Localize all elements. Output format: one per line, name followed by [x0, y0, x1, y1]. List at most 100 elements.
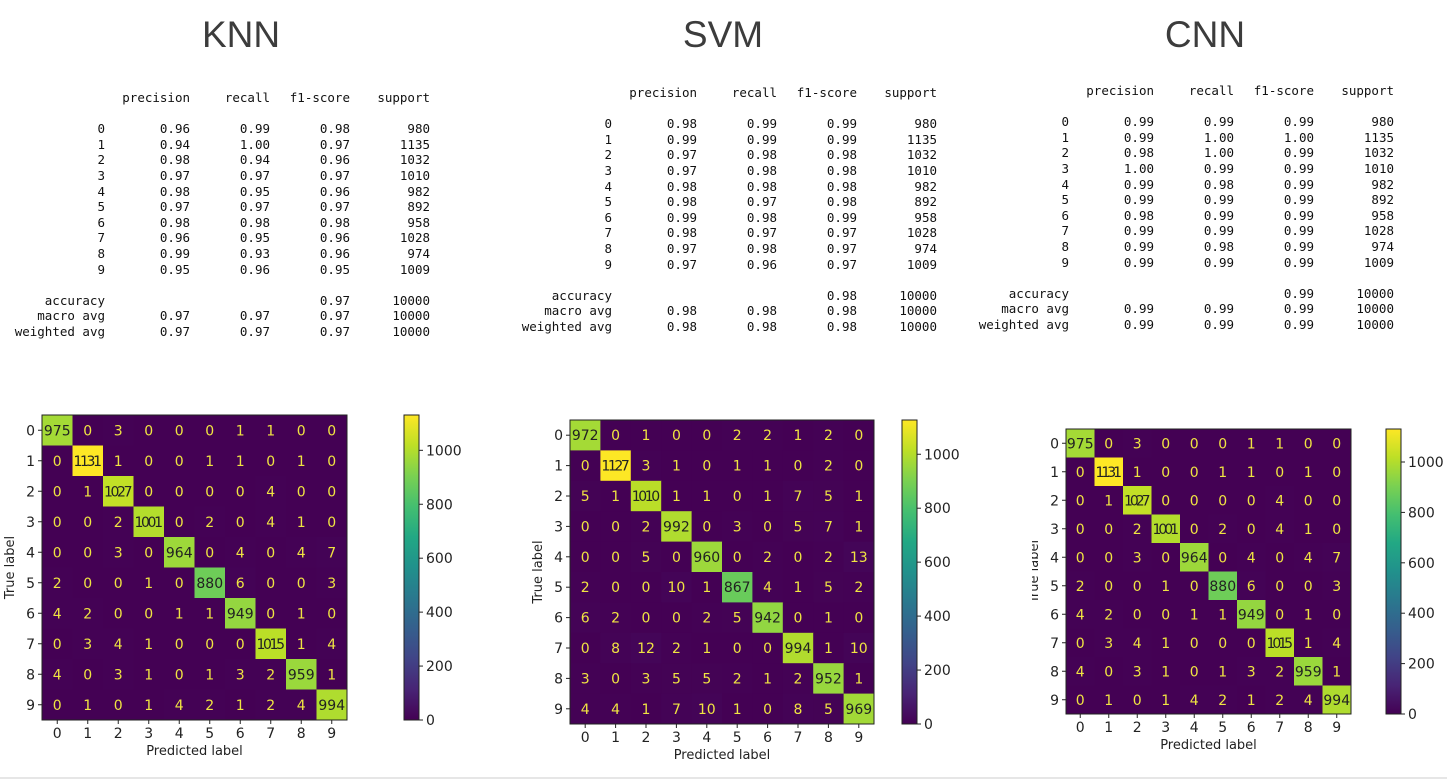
- report-column-header: recall: [224, 90, 270, 105]
- cell-value: 7: [327, 545, 336, 561]
- cell-value: 0: [83, 667, 92, 683]
- matrix-cell: [1294, 685, 1323, 715]
- report-value: 980: [914, 116, 937, 132]
- matrix-cell: [133, 476, 165, 507]
- matrix-cell: [255, 537, 287, 568]
- cell-value: 5: [672, 671, 681, 687]
- report-value: 0.93: [239, 245, 270, 261]
- x-tick-label: 4: [702, 730, 711, 746]
- cell-value: 4: [327, 637, 336, 653]
- matrix-cell: [782, 450, 814, 482]
- report-macro-row: macro avg 0.97 0.97 0.97 10000: [0, 308, 430, 324]
- cell-value: 0: [266, 545, 275, 561]
- cell-value: 2: [854, 580, 863, 596]
- report-row-label: accuracy: [1008, 285, 1069, 301]
- confusion-matrix: 972 0 1 0 0 2 2 1 2 00 1127 3 1 0 1 1 0 2 05 1 1010 1 1 0 1 7 5 10 0…: [531, 419, 960, 763]
- report-class-label: 7: [1061, 223, 1069, 239]
- matrix-cell: [813, 450, 845, 482]
- report-row: 7 0.96 0.95 0.96 1028: [0, 230, 430, 246]
- report-value: 0.98: [666, 225, 697, 241]
- cell-value: 0: [83, 423, 92, 439]
- matrix-cell: [1208, 486, 1238, 515]
- cell-value: 3: [1332, 579, 1341, 595]
- cell-value: 992: [663, 519, 690, 535]
- y-tick-label: 5: [1050, 579, 1059, 595]
- cell-value: 3: [1104, 636, 1113, 652]
- report-value: 0.99: [746, 131, 777, 147]
- matrix-cell: [1208, 628, 1238, 658]
- cell-value: 2: [702, 611, 711, 627]
- cell-value: 0: [175, 667, 184, 683]
- report-value: 0.98: [826, 194, 857, 210]
- report-value: 958: [1371, 207, 1394, 223]
- matrix-cell: [813, 480, 845, 512]
- cell-value: 1: [297, 454, 306, 470]
- matrix-cell: [1180, 514, 1209, 544]
- report-value: 1009: [1363, 254, 1394, 270]
- y-tick-label: 5: [26, 576, 35, 592]
- cell-value: 0: [1218, 436, 1227, 452]
- report-value: 10000: [899, 287, 937, 303]
- cell-value: 0: [83, 515, 92, 531]
- matrix-cell: [630, 541, 662, 573]
- report-class-label: 1: [97, 136, 105, 152]
- report-value: 0.99: [1283, 207, 1314, 223]
- matrix-cell: [164, 445, 195, 477]
- cell-value: 969: [845, 702, 872, 718]
- report-value: 0.99: [1283, 238, 1314, 254]
- report-row: 2 0.98 1.00 0.99 1032: [964, 145, 1394, 161]
- cell-value: 0: [1133, 693, 1142, 709]
- matrix-cell: [1180, 628, 1209, 658]
- cell-value: 1: [763, 489, 772, 505]
- x-tick-label: 7: [266, 726, 275, 742]
- report-value: 0.99: [1123, 223, 1154, 239]
- matrix-cell: [1066, 628, 1095, 658]
- cell-value: 1: [144, 698, 153, 714]
- cell-value: 1: [1133, 465, 1142, 481]
- cell-value: 0: [611, 550, 620, 566]
- report-value: 0.98: [159, 183, 190, 199]
- report-value: 0.99: [1203, 192, 1234, 208]
- matrix-cell: [691, 450, 723, 482]
- report-value: 0.97: [319, 136, 350, 152]
- cell-value: 0: [53, 545, 62, 561]
- cell-value: 1: [144, 576, 153, 592]
- colorbar-tick-label: 1000: [1408, 455, 1444, 471]
- report-value: 0.99: [1203, 223, 1234, 239]
- cell-value: 1: [1218, 664, 1227, 680]
- report-value: 0.99: [1123, 316, 1154, 332]
- matrix-cell: [225, 567, 256, 599]
- matrix-cell: [1294, 657, 1323, 686]
- cell-value: 994: [785, 641, 812, 657]
- report-value: 1.00: [1283, 129, 1314, 145]
- matrix-cell: [1208, 685, 1238, 715]
- report-value: 0.94: [239, 152, 270, 168]
- cell-value: 3: [1133, 436, 1142, 452]
- cell-value: 0: [611, 519, 620, 535]
- report-macro-row: macro avg 0.98 0.98 0.98 10000: [507, 303, 937, 319]
- report-value: 0.97: [239, 323, 270, 339]
- cell-value: 1: [1218, 607, 1227, 623]
- cell-value: 1: [763, 671, 772, 687]
- matrix-cell: [691, 663, 723, 695]
- cell-value: 1: [1104, 693, 1113, 709]
- matrix-cell: [42, 506, 73, 538]
- report-row: 8 0.99 0.98 0.99 974: [964, 239, 1394, 255]
- report-row: 7 0.99 0.99 0.99 1028: [964, 223, 1394, 239]
- report-value: 0.99: [1283, 192, 1314, 208]
- matrix-cell: [1294, 628, 1323, 658]
- y-tick-label: 0: [1050, 436, 1059, 452]
- y-tick-label: 2: [554, 489, 563, 505]
- report-value: 0.97: [159, 323, 190, 339]
- confusion-matrix: 975 0 3 0 0 0 1 1 0 00 1131 1 0 0 1 1 0 1 00 1 1027 0 0 0 0 4 0 00 0…: [3, 414, 462, 759]
- matrix-cell: [133, 506, 165, 538]
- report-column-header: f1-score: [289, 90, 350, 105]
- cell-value: 880: [1209, 579, 1236, 595]
- matrix-cell: [1294, 571, 1323, 601]
- classification-report: precision recall f1-score support 0 0.96 0.99 0…: [0, 90, 430, 340]
- cell-value: 3: [83, 637, 92, 653]
- matrix-cell: [1237, 685, 1266, 715]
- report-value: 0.99: [1283, 254, 1314, 270]
- cell-value: 1: [297, 515, 306, 531]
- cell-value: 1: [702, 641, 711, 657]
